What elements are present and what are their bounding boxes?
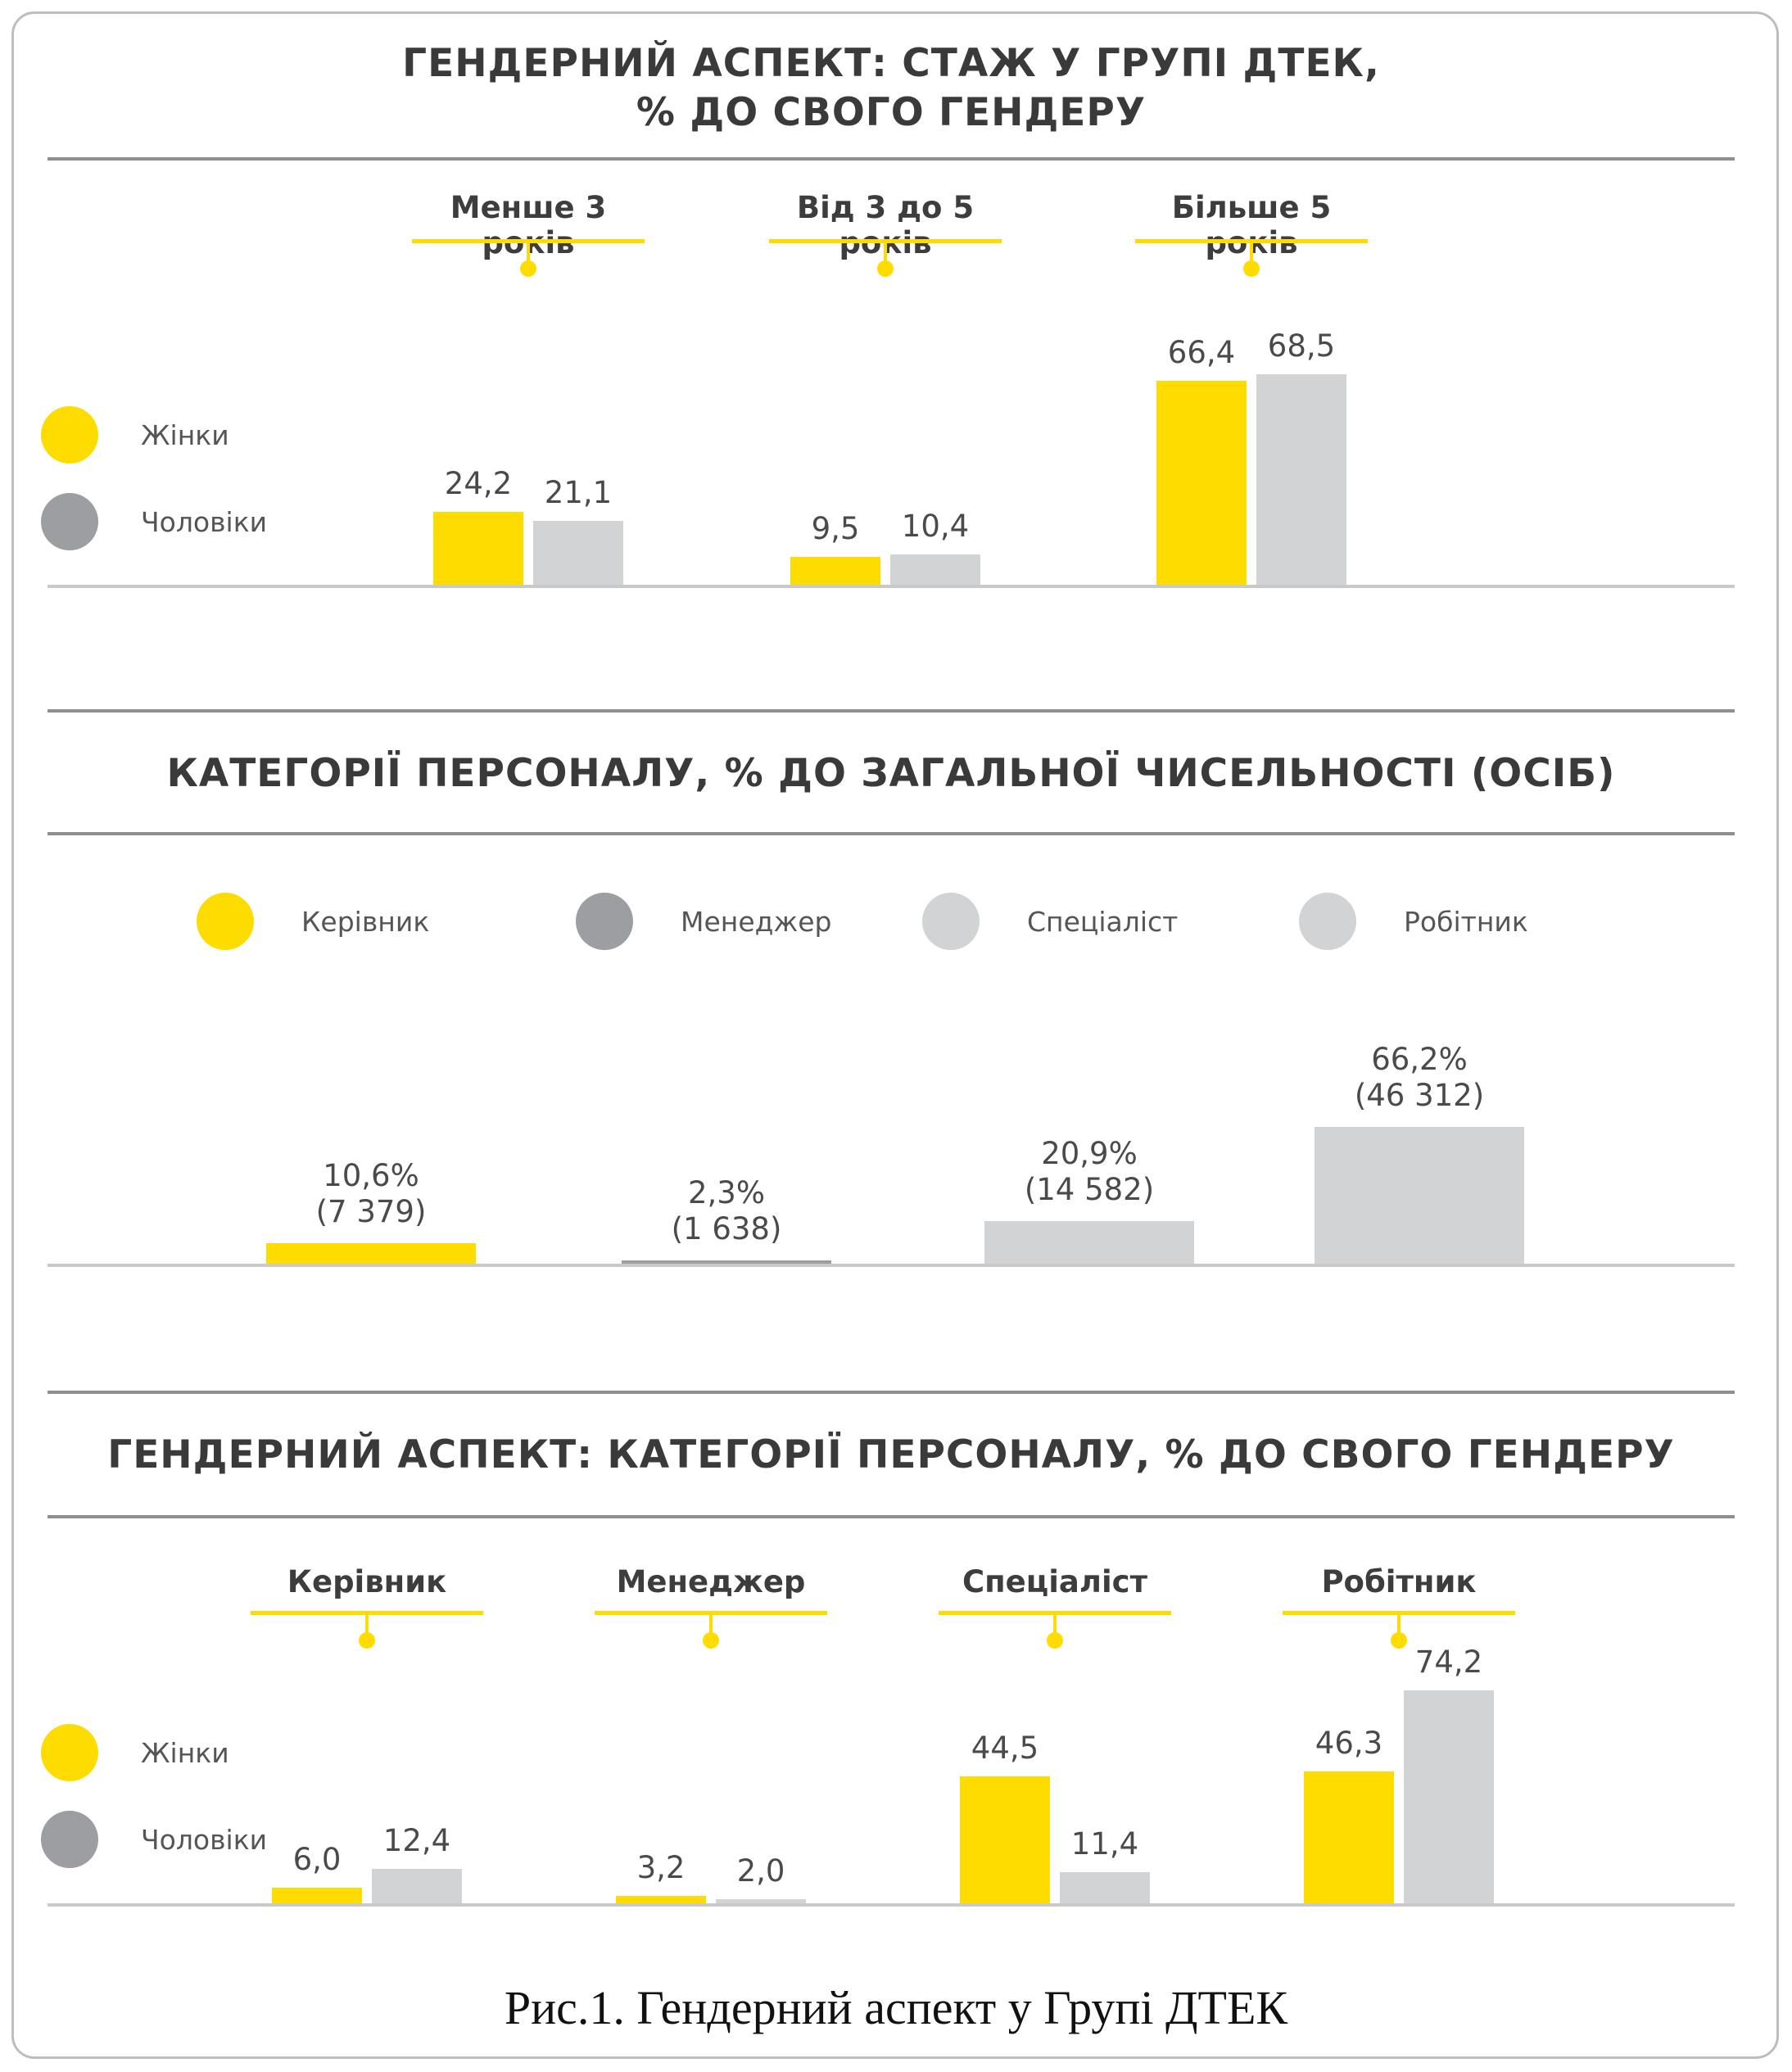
chart1-value-women: 9,5 bbox=[811, 511, 860, 547]
chart1-group-line bbox=[1135, 239, 1368, 243]
chart3-group-stem bbox=[709, 1615, 713, 1636]
chart1-bar-men bbox=[890, 554, 980, 586]
chart1-title: ГЕНДЕРНИЙ АСПЕКТ: СТАЖ У ГРУПІ ДТЕК, % Д… bbox=[48, 39, 1735, 138]
chart1-group-stem bbox=[884, 243, 887, 265]
chart1-bar-men bbox=[1256, 374, 1346, 586]
chart3-bar-men bbox=[1060, 1871, 1150, 1905]
chart2-legend-dot bbox=[197, 893, 254, 950]
chart2-value-count: (14 582) bbox=[1024, 1172, 1155, 1208]
chart1-title-text: ГЕНДЕРНИЙ АСПЕКТ: СТАЖ У ГРУПІ ДТЕК, % Д… bbox=[402, 41, 1380, 135]
chart1-group-line bbox=[412, 239, 645, 243]
chart3-baseline bbox=[48, 1903, 1735, 1907]
chart3-bar-women bbox=[616, 1895, 706, 1905]
chart3-group-dot bbox=[359, 1632, 375, 1649]
chart2-legend-label: Робітник bbox=[1404, 906, 1528, 938]
chart2-legend-dot bbox=[576, 893, 633, 950]
chart1-group-dot bbox=[877, 260, 894, 277]
chart1-legend-label: Чоловіки bbox=[141, 506, 268, 538]
chart3-bar-men bbox=[1404, 1690, 1494, 1905]
chart1-group-stem bbox=[527, 243, 530, 265]
chart1-bar-women bbox=[433, 511, 523, 586]
chart3-group-stem bbox=[1397, 1615, 1401, 1636]
chart2-legend-label: Керівник bbox=[301, 906, 430, 938]
chart3-bar-women bbox=[272, 1887, 362, 1905]
chart3-value-women: 6,0 bbox=[292, 1841, 342, 1877]
chart1-value-men: 68,5 bbox=[1267, 328, 1336, 364]
chart3-group-dot bbox=[703, 1632, 719, 1649]
chart3-group-dot bbox=[1047, 1632, 1063, 1649]
chart2-legend-dot bbox=[1299, 893, 1356, 950]
chart3-group-line bbox=[595, 1611, 827, 1615]
chart1-value-men: 21,1 bbox=[544, 475, 613, 511]
chart3-title: ГЕНДЕРНИЙ АСПЕКТ: КАТЕГОРІЇ ПЕРСОНАЛУ, %… bbox=[48, 1431, 1735, 1480]
chart3-group-line bbox=[939, 1611, 1171, 1615]
chart3-group-stem bbox=[365, 1615, 369, 1636]
chart1-group-stem bbox=[1250, 243, 1253, 265]
chart1-group-dot bbox=[520, 260, 536, 277]
chart1-legend-dot bbox=[41, 406, 98, 464]
chart2-value-percent: 66,2% bbox=[1371, 1041, 1468, 1077]
chart2-sub-rule bbox=[48, 832, 1735, 835]
chart2-top-rule bbox=[48, 709, 1735, 713]
figure-frame bbox=[11, 11, 1779, 2059]
chart2-bar bbox=[266, 1242, 476, 1265]
chart3-value-women: 3,2 bbox=[636, 1849, 686, 1885]
chart1-top-rule bbox=[48, 157, 1735, 161]
chart3-value-women: 46,3 bbox=[1315, 1725, 1383, 1761]
chart2-value-count: (46 312) bbox=[1354, 1077, 1485, 1113]
chart1-bar-women bbox=[1156, 381, 1247, 586]
chart3-value-men: 12,4 bbox=[382, 1823, 451, 1859]
chart1-legend-label: Жінки bbox=[141, 419, 229, 451]
chart2-title: КАТЕГОРІЇ ПЕРСОНАЛУ, % ДО ЗАГАЛЬНОЇ ЧИСЕ… bbox=[48, 749, 1735, 798]
chart2-legend-dot bbox=[922, 893, 980, 950]
chart3-bar-men bbox=[716, 1898, 806, 1905]
chart3-sub-rule bbox=[48, 1515, 1735, 1518]
chart1-value-women: 24,2 bbox=[444, 465, 513, 501]
chart3-group-label: Спеціаліст bbox=[962, 1564, 1148, 1599]
chart3-group-label: Робітник bbox=[1321, 1564, 1477, 1599]
chart3-legend-label: Жінки bbox=[141, 1737, 229, 1769]
chart2-bar bbox=[984, 1221, 1194, 1265]
chart2-value-percent: 20,9% bbox=[1041, 1136, 1138, 1172]
figure-caption: Рис.1. Гендерний аспект у Групі ДТЕК bbox=[504, 1981, 1288, 2034]
chart3-value-men: 74,2 bbox=[1414, 1644, 1483, 1681]
chart2-value-count: (7 379) bbox=[315, 1193, 427, 1229]
chart1-group-dot bbox=[1243, 260, 1260, 277]
chart1-bar-men bbox=[533, 521, 623, 586]
chart3-legend-dot bbox=[41, 1811, 98, 1868]
chart1-legend-dot bbox=[41, 493, 98, 550]
chart3-group-stem bbox=[1053, 1615, 1057, 1636]
chart2-bar bbox=[622, 1260, 831, 1265]
chart3-legend-dot bbox=[41, 1724, 98, 1781]
chart3-group-label: Керівник bbox=[287, 1564, 447, 1599]
chart2-legend-label: Спеціаліст bbox=[1027, 906, 1179, 938]
chart3-value-men: 11,4 bbox=[1070, 1825, 1139, 1862]
chart3-top-rule bbox=[48, 1391, 1735, 1394]
chart1-group-line bbox=[769, 239, 1002, 243]
chart3-bar-women bbox=[960, 1776, 1050, 1905]
chart2-value-count: (1 638) bbox=[671, 1211, 782, 1247]
chart3-bar-women bbox=[1304, 1771, 1394, 1905]
chart3-bar-men bbox=[372, 1869, 462, 1905]
chart1-value-men: 10,4 bbox=[901, 508, 970, 544]
chart3-group-label: Менеджер bbox=[616, 1564, 806, 1599]
chart2-baseline bbox=[48, 1264, 1735, 1267]
chart2-value-percent: 2,3% bbox=[688, 1175, 765, 1211]
chart3-value-men: 2,0 bbox=[736, 1853, 785, 1889]
chart3-group-line bbox=[1283, 1611, 1515, 1615]
chart3-legend-label: Чоловіки bbox=[141, 1824, 268, 1856]
chart1-value-women: 66,4 bbox=[1167, 335, 1236, 370]
chart1-bar-women bbox=[790, 557, 880, 586]
chart3-group-dot bbox=[1391, 1632, 1407, 1649]
chart3-group-line bbox=[251, 1611, 483, 1615]
chart2-legend-label: Менеджер bbox=[681, 906, 832, 938]
chart3-title-text: ГЕНДЕРНИЙ АСПЕКТ: КАТЕГОРІЇ ПЕРСОНАЛУ, %… bbox=[107, 1432, 1675, 1477]
chart2-value-percent: 10,6% bbox=[323, 1157, 419, 1193]
chart2-bar bbox=[1315, 1126, 1524, 1265]
chart1-baseline bbox=[48, 585, 1735, 588]
chart2-title-text: КАТЕГОРІЇ ПЕРСОНАЛУ, % ДО ЗАГАЛЬНОЇ ЧИСЕ… bbox=[166, 751, 1616, 796]
chart3-value-women: 44,5 bbox=[971, 1730, 1039, 1766]
